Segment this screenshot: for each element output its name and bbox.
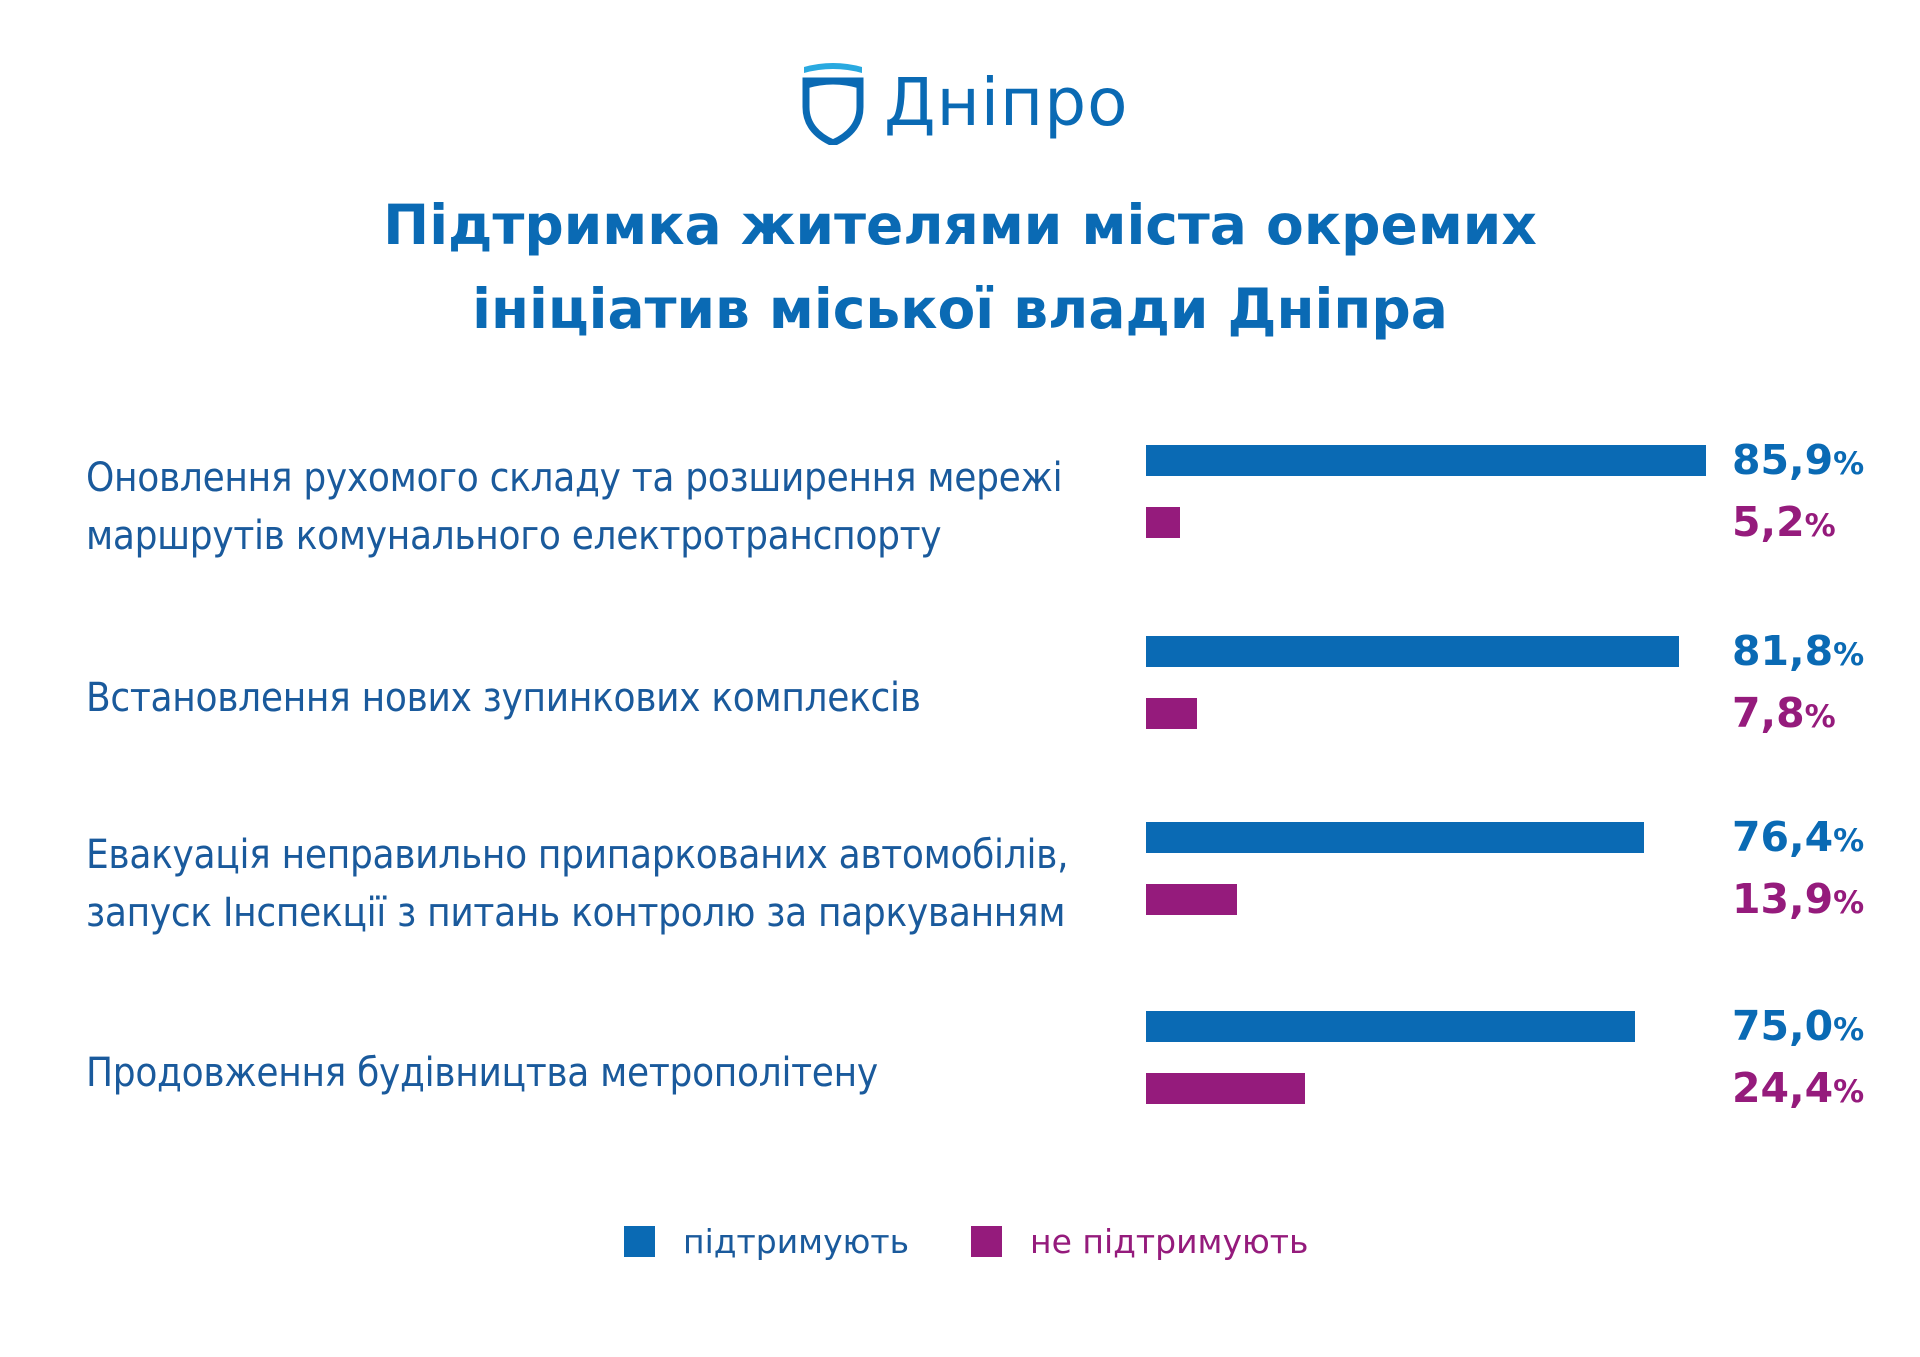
bar-oppose-4 <box>1146 1073 1306 1104</box>
category-label-1: Оновлення рухомого складу та розширення … <box>86 449 1086 565</box>
legend-label-support: підтримують <box>683 1222 910 1261</box>
category-label-1-line-1: Оновлення рухомого складу та розширення … <box>86 454 1063 501</box>
category-label-2: Встановлення нових зупинкових комплексів <box>86 669 1086 727</box>
logo-text: Дніпро <box>884 64 1129 141</box>
data-label-support-2: 81,8% <box>1732 627 1865 675</box>
data-label-support-4: 75,0% <box>1732 1002 1865 1050</box>
bar-support-3 <box>1146 822 1645 853</box>
category-label-4: Продовження будівництва метрополітену <box>86 1044 1086 1102</box>
legend: підтримують не підтримують <box>0 1222 1920 1272</box>
category-label-3-line-2: запуск Інспекції з питань контролю за па… <box>86 889 1066 936</box>
data-label-oppose-4: 24,4% <box>1732 1064 1865 1112</box>
shield-icon <box>802 63 864 145</box>
data-label-oppose-2: 7,8% <box>1732 689 1836 737</box>
legend-swatch-oppose <box>971 1226 1002 1257</box>
bar-oppose-2 <box>1146 698 1197 729</box>
bar-support-4 <box>1146 1011 1635 1042</box>
bar-oppose-3 <box>1146 884 1237 915</box>
data-label-support-3: 76,4% <box>1732 813 1865 861</box>
data-label-oppose-1: 5,2% <box>1732 498 1836 546</box>
category-label-2-line-1: Встановлення нових зупинкових комплексів <box>86 674 921 721</box>
bar-oppose-1 <box>1146 507 1180 538</box>
legend-item-oppose: не підтримують <box>971 1222 1308 1261</box>
data-label-oppose-3: 13,9% <box>1732 875 1865 923</box>
category-label-1-line-2: маршрутів комунального електротранспорту <box>86 512 942 559</box>
category-label-3-line-1: Евакуація неправильно припаркованих авто… <box>86 831 1069 878</box>
category-label-4-line-1: Продовження будівництва метрополітену <box>86 1049 878 1096</box>
legend-label-oppose: не підтримують <box>1030 1222 1309 1261</box>
legend-item-support: підтримують <box>624 1222 909 1261</box>
chart-title-line-2: ініціатив міської влади Дніпра <box>472 277 1448 341</box>
chart-title: Підтримка жителями міста окремих ініціат… <box>0 193 1920 363</box>
category-label-3: Евакуація неправильно припаркованих авто… <box>86 826 1086 942</box>
bar-support-2 <box>1146 636 1680 667</box>
bar-support-1 <box>1146 445 1707 476</box>
chart-title-line-1: Підтримка жителями міста окремих <box>383 193 1537 257</box>
data-label-support-1: 85,9% <box>1732 436 1865 484</box>
logo: Дніпро <box>800 58 1128 148</box>
legend-swatch-support <box>624 1226 655 1257</box>
